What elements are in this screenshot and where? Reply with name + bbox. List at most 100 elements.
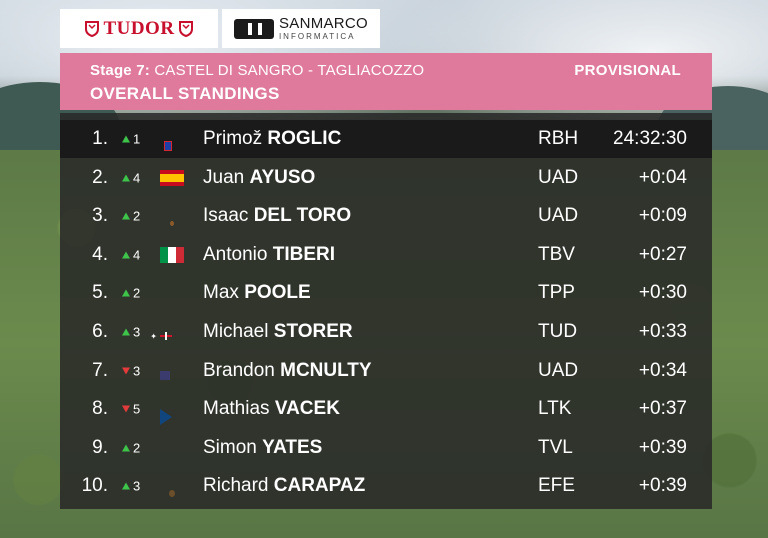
flag-es-icon: [160, 170, 184, 186]
rank-position: 1.: [92, 128, 108, 149]
position-change: 3: [133, 324, 141, 340]
page-title: OVERALL STANDINGS: [90, 84, 280, 103]
team-code: LTK: [538, 398, 572, 419]
tudor-text: TUDOR: [103, 17, 175, 39]
stage-line: Stage 7: CASTEL DI SANGRO - TAGLIACOZZO: [90, 62, 424, 79]
rider-name: Antonio TIBERI: [203, 244, 335, 266]
gc-time: 24:32:30: [613, 128, 687, 149]
position-change: 2: [133, 440, 141, 456]
rank-position: 7.: [92, 360, 108, 381]
rank-position: 9.: [92, 437, 108, 458]
arrow-down-icon: [122, 367, 130, 375]
sanmarco-name: SANMARCO: [278, 15, 369, 32]
stage-label: Stage 7:: [90, 62, 150, 79]
position-change: 4: [133, 247, 141, 263]
arrow-up-icon: [122, 212, 130, 220]
status-badge: PROVISIONAL: [574, 62, 681, 79]
gc-time: +0:04: [638, 167, 687, 188]
arrow-up-icon: [122, 174, 130, 182]
position-change: 3: [133, 478, 141, 494]
rider-last-name: VACEK: [274, 398, 340, 419]
arrow-up-icon: [122, 444, 130, 452]
rider-last-name: DEL TORO: [253, 205, 352, 226]
gc-time: +0:27: [638, 244, 687, 265]
rider-name: Michael STORER: [203, 321, 353, 343]
rider-name: Primož ROGLIC: [203, 128, 341, 150]
arrow-down-icon: [122, 405, 130, 413]
sanmarco-lockup: SANMARCO INFORMATICA: [233, 16, 368, 41]
gc-time: +0:34: [638, 360, 687, 381]
rider-first-name: Primož: [203, 128, 263, 149]
team-code: EFE: [538, 475, 575, 496]
rider-first-name: Antonio: [203, 244, 268, 265]
position-change: 1: [133, 131, 141, 147]
sanmarco-mark-icon: [233, 18, 274, 39]
table-row: 9. 2 Simon YATES TVL +0:39: [60, 429, 712, 467]
team-code: UAD: [538, 360, 579, 381]
gc-time: +0:39: [638, 437, 687, 458]
team-code: UAD: [538, 205, 579, 226]
team-code: RBH: [538, 128, 579, 149]
rank-position: 10.: [81, 475, 108, 496]
rider-name: Richard CARAPAZ: [203, 475, 365, 497]
arrow-up-icon: [122, 135, 130, 143]
flag-it-icon: [160, 247, 184, 263]
standings-header: Stage 7: CASTEL DI SANGRO - TAGLIACOZZO …: [60, 53, 712, 110]
arrow-up-icon: [122, 251, 130, 259]
arrow-up-icon: [122, 289, 130, 297]
rider-first-name: Mathias: [203, 398, 270, 419]
rider-first-name: Simon: [203, 437, 257, 458]
rider-last-name: MCNULTY: [280, 360, 372, 381]
rider-last-name: ROGLIC: [267, 128, 342, 149]
gc-time: +0:33: [638, 321, 687, 342]
team-code: UAD: [538, 167, 579, 188]
table-row: 8. 5 Mathias VACEK LTK +0:37: [60, 390, 712, 428]
sanmarco-logo: SANMARCO INFORMATICA: [222, 9, 380, 48]
gc-time: +0:09: [638, 205, 687, 226]
position-change: 5: [133, 401, 141, 417]
position-change: 4: [133, 170, 141, 186]
team-code: TUD: [538, 321, 578, 342]
rank-position: 2.: [92, 167, 108, 188]
rider-last-name: AYUSO: [249, 167, 316, 188]
rider-first-name: Juan: [203, 167, 245, 188]
table-row: 6. 3 Michael STORER TUD +0:33: [60, 313, 712, 351]
standings-table: 1. 1 Primož ROGLIC RBH 24:32:30 2. 4 Juan AYUSO…: [60, 113, 712, 509]
table-row: 4. 4 Antonio TIBERI TBV +0:27: [60, 236, 712, 274]
sanmarco-text: SANMARCO INFORMATICA: [279, 16, 368, 41]
rider-first-name: Brandon: [203, 360, 275, 381]
position-change: 2: [133, 208, 141, 224]
team-code: TVL: [538, 437, 573, 458]
sanmarco-subtitle: INFORMATICA: [278, 32, 356, 41]
stage-route: CASTEL DI SANGRO - TAGLIACOZZO: [154, 62, 425, 79]
rider-last-name: YATES: [262, 437, 323, 458]
table-row: 7. 3 Brandon MCNULTY UAD +0:34: [60, 352, 712, 390]
team-code: TPP: [538, 282, 575, 303]
rider-name: Brandon MCNULTY: [203, 360, 372, 382]
gc-time: +0:30: [638, 282, 687, 303]
tudor-shield-icon: [178, 20, 193, 37]
rider-last-name: STORER: [273, 321, 353, 342]
gc-time: +0:37: [638, 398, 687, 419]
rank-position: 5.: [92, 282, 108, 303]
tudor-wordmark: TUDOR: [85, 17, 193, 40]
table-row: 1. 1 Primož ROGLIC RBH 24:32:30: [60, 120, 712, 158]
tudor-shield-icon: [85, 20, 100, 37]
rider-first-name: Max: [203, 282, 239, 303]
rider-last-name: POOLE: [244, 282, 311, 303]
position-change: 3: [133, 363, 141, 379]
rider-last-name: CARAPAZ: [273, 475, 366, 496]
rider-name: Max POOLE: [203, 282, 311, 304]
table-row: 2. 4 Juan AYUSO UAD +0:04: [60, 159, 712, 197]
arrow-up-icon: [122, 482, 130, 490]
rank-position: 4.: [92, 244, 108, 265]
table-row: 5. 2 Max POOLE TPP +0:30: [60, 274, 712, 312]
position-change: 2: [133, 285, 141, 301]
rank-position: 8.: [92, 398, 108, 419]
rider-last-name: TIBERI: [272, 244, 336, 265]
gc-time: +0:39: [638, 475, 687, 496]
rider-name: Juan AYUSO: [203, 167, 315, 189]
arrow-up-icon: [122, 328, 130, 336]
rank-position: 3.: [92, 205, 108, 226]
rider-first-name: Richard: [203, 475, 269, 496]
